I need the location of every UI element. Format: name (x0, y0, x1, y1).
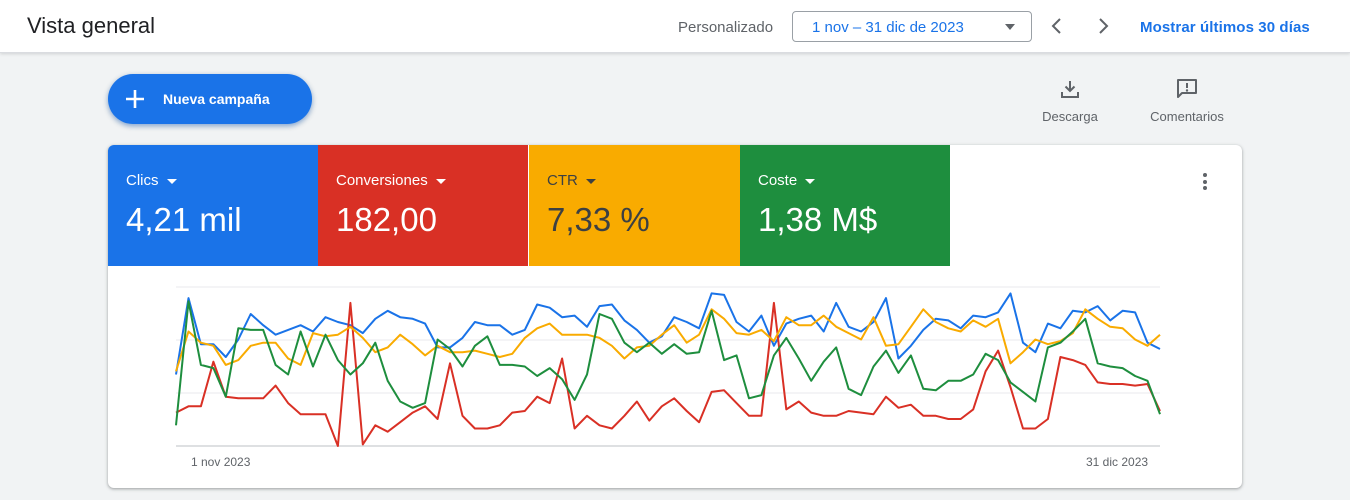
new-campaign-button[interactable]: Nueva campaña (108, 74, 312, 124)
comments-button[interactable]: Comentarios (1140, 78, 1234, 124)
series-line-coste (175, 300, 1161, 426)
page-title: Vista general (27, 13, 156, 38)
feedback-icon (1177, 79, 1197, 98)
new-campaign-label: Nueva campaña (163, 91, 270, 107)
top-bar: Vista general Personalizado 1 nov – 31 d… (0, 0, 1350, 53)
caret-down-icon (435, 178, 446, 184)
metric-tile-header: Clics (126, 172, 177, 189)
metric-value: 4,21 mil (126, 201, 242, 238)
metric-name: CTR (547, 172, 578, 189)
caret-down-icon (1005, 24, 1015, 30)
caret-down-icon (805, 178, 816, 184)
performance-line-chart (175, 286, 1161, 447)
caret-down-icon (166, 178, 177, 184)
more-options-icon[interactable] (1196, 173, 1214, 195)
download-label: Descarga (1042, 109, 1098, 124)
series-line-conversiones (175, 301, 1161, 447)
metric-name: Coste (758, 172, 798, 189)
series-line-clics (175, 292, 1161, 375)
show-last-30-days-link[interactable]: Mostrar últimos 30 días (1140, 19, 1310, 36)
metric-tile-ctr[interactable]: CTR 7,33 % (529, 145, 740, 266)
plus-icon (126, 90, 144, 108)
download-button[interactable]: Descarga (1030, 78, 1110, 124)
chevron-right-icon[interactable] (1092, 15, 1114, 37)
x-axis-start-label: 1 nov 2023 (191, 455, 251, 469)
metric-tile-header: Conversiones (336, 172, 446, 189)
chevron-left-icon[interactable] (1046, 15, 1068, 37)
download-icon (1061, 81, 1079, 98)
metric-tile-clics[interactable]: Clics 4,21 mil (108, 145, 318, 266)
metric-tile-conversiones[interactable]: Conversiones 182,00 (318, 145, 528, 266)
x-axis-end-label: 31 dic 2023 (1086, 455, 1149, 469)
metric-tile-header: CTR (547, 172, 596, 189)
performance-card: Clics 4,21 mil Conversiones 182,00 CTR 7… (108, 145, 1242, 488)
comments-label: Comentarios (1150, 109, 1224, 124)
metric-value: 182,00 (336, 201, 437, 238)
caret-down-icon (585, 178, 596, 184)
metric-name: Clics (126, 172, 159, 189)
metric-name: Conversiones (336, 172, 428, 189)
metric-value: 7,33 % (547, 201, 650, 238)
metric-tile-coste[interactable]: Coste 1,38 M$ (740, 145, 950, 266)
metric-tile-header: Coste (758, 172, 816, 189)
date-range-select[interactable]: 1 nov – 31 dic de 2023 (792, 11, 1032, 42)
series-line-ctr (175, 308, 1161, 372)
date-range-value: 1 nov – 31 dic de 2023 (812, 19, 964, 36)
date-range-type-label: Personalizado (678, 19, 774, 36)
metric-value: 1,38 M$ (758, 201, 878, 238)
